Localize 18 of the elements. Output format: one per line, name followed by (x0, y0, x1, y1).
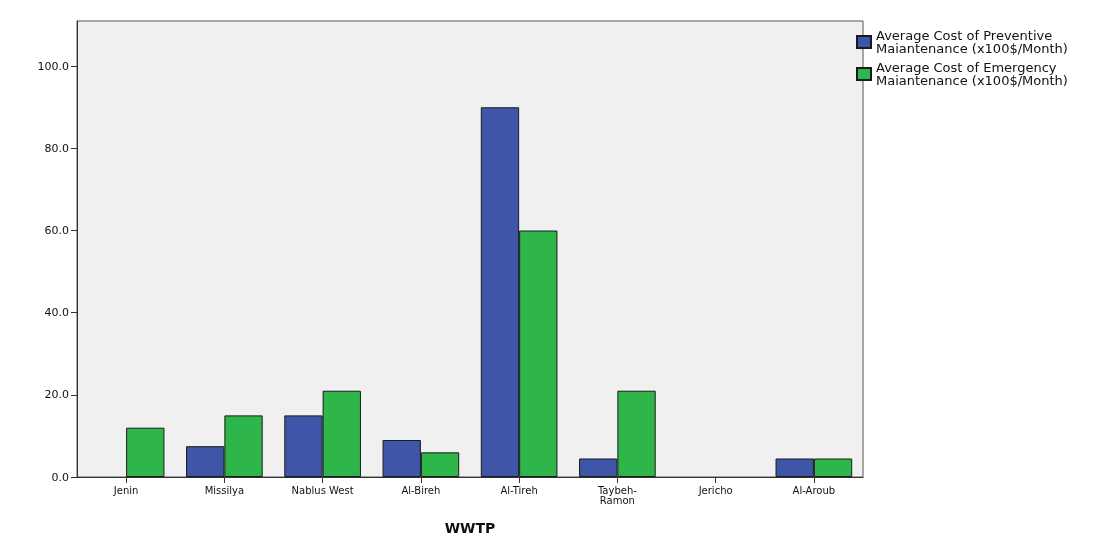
y-tick-label: 60.0 (44, 224, 69, 238)
x-tick-label: Jericho (697, 484, 733, 496)
x-tick-label: Taybeh-Ramon (596, 484, 638, 506)
legend-label: Average Cost of Emergency Maiantenance (x100$/Month) (876, 60, 1068, 88)
y-tick-label: 0.0 (51, 470, 69, 484)
x-tick-label: Al-Aroub (792, 484, 836, 496)
x-tick-label: Nablus West (291, 484, 354, 496)
x-tick-label: Missilya (204, 484, 245, 496)
x-tick-label: Al-Bireh (401, 484, 441, 496)
x-axis-title: WWTP (444, 520, 496, 536)
y-tick-label: 100.0 (37, 59, 69, 73)
legend-label: Average Cost of Preventive Maiantenance (x100$/Month) (876, 28, 1068, 56)
x-tick-label: Al-Tireh (500, 484, 538, 496)
y-tick-label: 20.0 (44, 388, 69, 402)
y-tick-label: 40.0 (44, 306, 69, 320)
x-tick-label: Jenin (112, 484, 139, 496)
y-tick-label: 80.0 (44, 141, 69, 155)
bar (126, 427, 165, 477)
